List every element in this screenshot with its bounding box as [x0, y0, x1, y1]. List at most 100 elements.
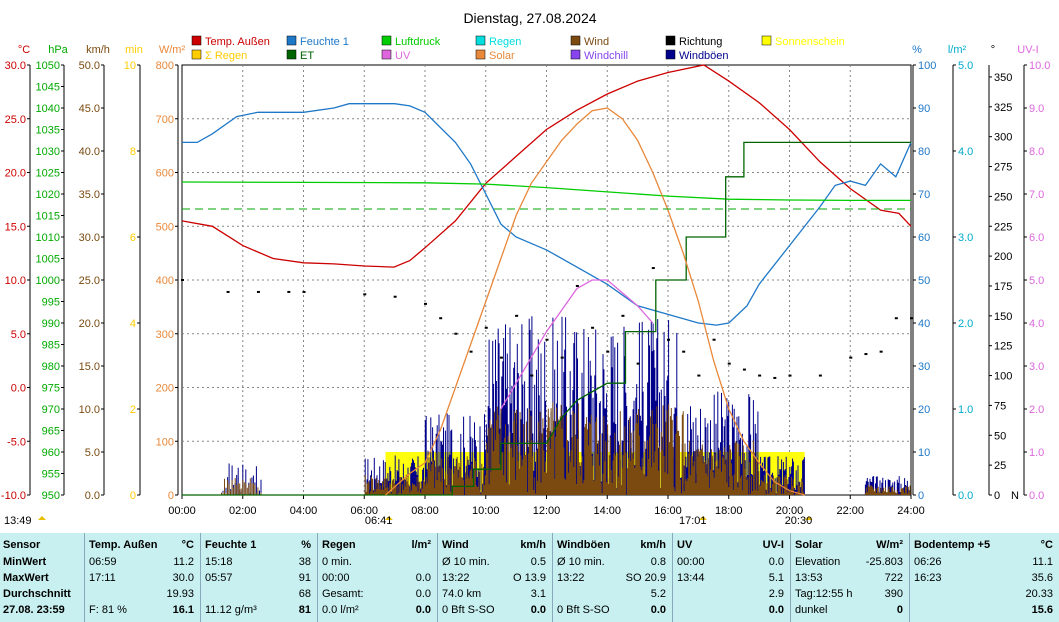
- wind-direction-dot: [363, 293, 367, 296]
- right-axis-tick-label: 0: [994, 490, 1000, 502]
- annotations: 13:49 06:41 17:01 20:30: [4, 515, 813, 527]
- cell-value: 0.8: [650, 556, 666, 568]
- wind-direction-dot: [651, 267, 655, 270]
- x-tick-label: 04:00: [290, 505, 318, 517]
- x-tick-label: 08:00: [411, 505, 439, 517]
- right-axis-tick-label: 150: [994, 311, 1012, 323]
- wind-direction-dot: [910, 317, 913, 320]
- legend-label: Richtung: [679, 36, 722, 48]
- wind-direction-dot: [591, 326, 595, 329]
- right-axis-north: N: [1011, 490, 1019, 502]
- left-axis-tick-label: 1015: [36, 211, 60, 223]
- left-axis-tick-label: 15.0: [5, 221, 26, 233]
- wind-direction-dot: [788, 374, 792, 377]
- cell-label: 06:59: [89, 556, 117, 568]
- cell-value: 38: [298, 556, 311, 568]
- wind-direction-dot: [894, 317, 898, 320]
- x-tick-label: 12:00: [533, 505, 561, 517]
- annotation-label: 17:01: [679, 515, 707, 527]
- wind-direction-dot: [758, 374, 762, 377]
- left-axis-tick-label: 10: [124, 60, 136, 72]
- left-axis-tick-label: 995: [42, 297, 60, 309]
- legend-label: UV: [395, 50, 411, 62]
- left-axis-tick-label: 1040: [36, 103, 60, 115]
- column-unit: °C: [181, 539, 194, 551]
- right-axis-tick-label: 4.0: [958, 146, 973, 158]
- stats-table: Sensor MinWert MaxWert Durchschnitt 27.0…: [0, 533, 1059, 622]
- annotation-marker: [38, 516, 46, 520]
- cell-label: 13:44: [677, 572, 705, 584]
- cell-value: 3.1: [530, 588, 546, 600]
- left-axis-tick-label: 100: [156, 436, 174, 448]
- right-axis-tick-label: 1.0: [1029, 447, 1044, 459]
- column-header: Feuchte 1: [205, 539, 257, 551]
- legend-swatch: [286, 35, 297, 46]
- col-feuchte: Feuchte 1% 15:18 38 05:57 91 68 11.12 g/m³ 81: [200, 533, 317, 622]
- column-unit: W/m²: [876, 539, 903, 551]
- cell-value: 5.1: [768, 572, 784, 584]
- left-axis-tick-label: 975: [42, 383, 60, 395]
- left-axis-tick-label: 40.0: [79, 146, 100, 158]
- left-axis-tick-label: 1025: [36, 168, 60, 180]
- cell-label: 17:11: [89, 572, 116, 584]
- col-temp: Temp. Außen °C 06:59 11.2 17:11 30.0 19.93 F: 8…: [84, 533, 200, 622]
- left-axis-tick-label: 35.0: [79, 189, 100, 201]
- cell-value: -25.803: [865, 556, 903, 568]
- legend-swatch: [286, 49, 297, 60]
- right-axis-tick-label: 350: [994, 72, 1012, 84]
- grid: [182, 65, 911, 495]
- cell-value: 390: [884, 588, 903, 600]
- right-axis-unit: %: [912, 44, 922, 56]
- wind-direction-dot: [712, 338, 716, 341]
- annotation-marker: [804, 516, 813, 520]
- right-axis-tick-label: 90: [918, 103, 930, 115]
- legend-swatch: [191, 35, 202, 46]
- left-axis-tick-label: 4: [130, 318, 136, 330]
- cell-value: 91: [298, 572, 311, 584]
- left-axis-tick-label: 1035: [36, 125, 60, 137]
- left-axis-tick-label: 50.0: [79, 60, 100, 72]
- annotation-marker: [698, 516, 707, 520]
- legend-label: Temp. Außen: [205, 36, 270, 48]
- left-axis-tick-label: 8: [130, 146, 136, 158]
- legend-label: Regen: [489, 36, 521, 48]
- legend-swatch: [381, 35, 392, 46]
- left-axis-tick-label: 20.0: [5, 168, 26, 180]
- column-unit: km/h: [520, 539, 546, 551]
- left-axis-tick-label: 400: [156, 275, 174, 287]
- left-axis-tick-label: 985: [42, 340, 60, 352]
- wind-direction-dot: [181, 279, 184, 281]
- row-label-avg: Durchschnitt: [3, 588, 71, 600]
- left-axis-tick-label: 960: [42, 447, 60, 459]
- left-axis-tick-label: 20.0: [79, 318, 100, 330]
- left-axis-tick-label: 600: [156, 168, 174, 180]
- header-sensor: Sensor: [3, 539, 41, 551]
- series-wind: [221, 402, 911, 495]
- annotation-label: 06:41: [365, 515, 393, 527]
- cell-label: Tag:12:55 h: [795, 588, 853, 600]
- left-axis-tick-label: 1050: [36, 60, 60, 72]
- left-axis-tick-label: 990: [42, 318, 60, 330]
- left-axis-unit: °C: [18, 44, 30, 56]
- wind-direction-dot: [560, 356, 564, 359]
- cell-label: Elevation: [795, 556, 841, 568]
- x-tick-label: 02:00: [229, 505, 257, 517]
- left-axis-tick-label: 10.0: [5, 275, 26, 287]
- right-axis-tick-label: 175: [994, 281, 1012, 293]
- left-axis-tick-label: 30.0: [5, 60, 26, 72]
- legend-swatch: [665, 35, 676, 46]
- x-tick-label: 14:00: [593, 505, 621, 517]
- left-axis-unit: min: [125, 44, 143, 56]
- row-label-min: MinWert: [3, 556, 47, 568]
- col-boden: Bodentemp +5 °C 06:26 11.1 16:23 35.6 20.33 15.…: [909, 533, 1059, 622]
- wind-direction-dot: [256, 290, 260, 293]
- left-axis-tick-label: 1000: [36, 275, 60, 287]
- cell-value: 16.1: [172, 604, 194, 616]
- right-axis-tick-label: 5.0: [1029, 275, 1044, 287]
- annotation-label: 20:30: [785, 515, 813, 527]
- left-axis-tick-label: 0.0: [11, 383, 26, 395]
- left-axis-tick-label: 1010: [36, 232, 60, 244]
- cell-value: 81: [298, 604, 311, 616]
- wind-direction-dot: [484, 326, 488, 329]
- cell-label: 00:00: [322, 572, 350, 584]
